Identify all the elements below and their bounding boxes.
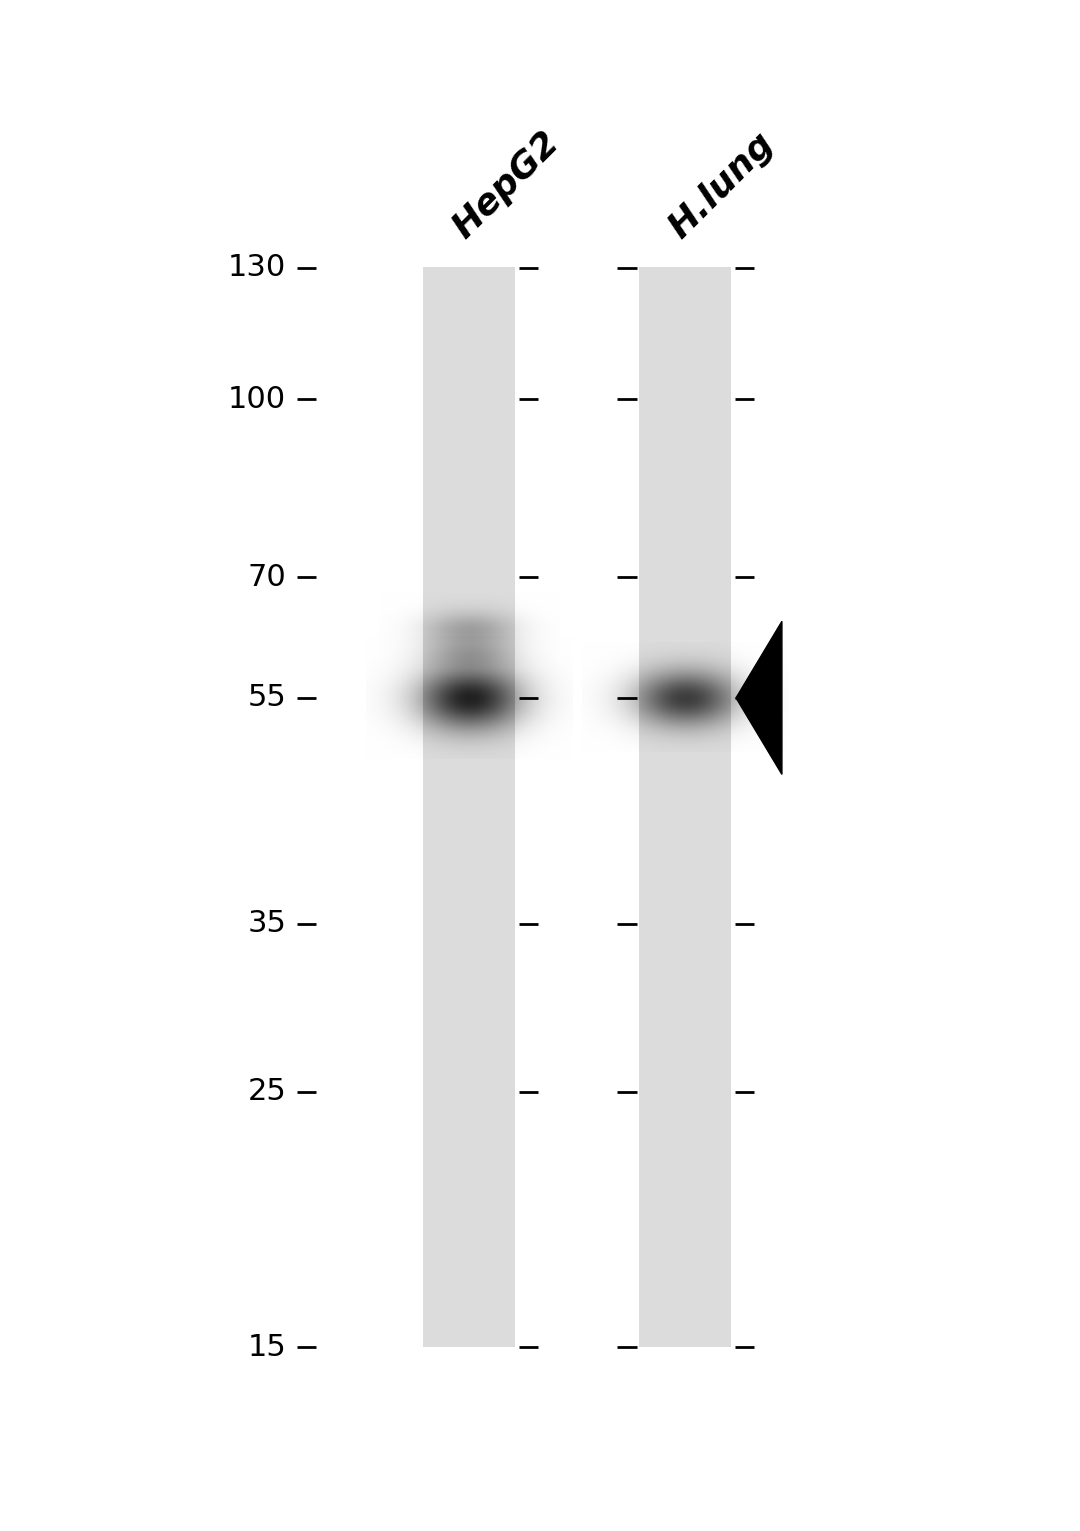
Text: H.lung: H.lung [662,127,781,245]
Text: 35: 35 [247,909,286,939]
Text: 100: 100 [228,384,286,413]
Text: 25: 25 [247,1078,286,1107]
Text: 70: 70 [247,563,286,592]
Polygon shape [737,622,782,775]
Text: 15: 15 [247,1334,286,1361]
Text: HepG2: HepG2 [446,126,566,245]
Text: 130: 130 [228,254,286,282]
Text: 55: 55 [247,683,286,712]
